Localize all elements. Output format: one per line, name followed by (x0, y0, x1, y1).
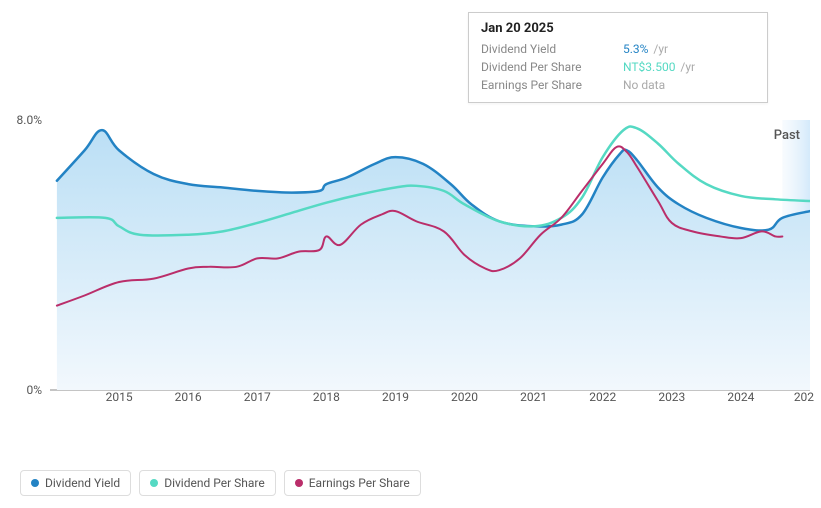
chart-tooltip: Jan 20 2025 Dividend Yield5.3% /yrDivide… (468, 12, 768, 103)
y-tick-label: 8.0% (17, 113, 42, 127)
x-tick-label: 2016 (175, 390, 202, 404)
tooltip-title: Jan 20 2025 (481, 21, 755, 36)
tooltip-row-value: 5.3% /yr (623, 40, 668, 58)
chart-legend: Dividend Yield Dividend Per Share Earnings… (20, 470, 421, 496)
x-tick-label: 2023 (658, 390, 685, 404)
legend-item[interactable]: Dividend Yield (20, 470, 131, 496)
legend-dot (31, 479, 39, 487)
tooltip-row-value: NT$3.500 /yr (623, 58, 695, 76)
x-tick-label: 2015 (106, 390, 133, 404)
legend-label: Dividend Yield (45, 476, 120, 490)
past-label: Past (774, 128, 800, 143)
tooltip-rows: Dividend Yield5.3% /yrDividend Per Share… (481, 40, 755, 94)
y-tick-label: 0% (26, 383, 42, 397)
tooltip-row: Earnings Per Share No data (481, 76, 755, 94)
legend-dot (150, 479, 158, 487)
x-tick-label: 2017 (244, 390, 271, 404)
tooltip-row: Dividend Yield 5.3% /yr (481, 40, 755, 58)
x-tick-label-clipped: 202 (794, 390, 814, 404)
legend-label: Dividend Per Share (164, 476, 265, 490)
legend-label: Earnings Per Share (309, 476, 410, 490)
tooltip-row: Dividend Per Share NT$3.500 /yr (481, 58, 755, 76)
x-tick-label: 2018 (313, 390, 340, 404)
x-tick-label: 2020 (451, 390, 478, 404)
legend-item[interactable]: Dividend Per Share (139, 470, 276, 496)
tooltip-row-label: Dividend Yield (481, 40, 601, 58)
tooltip-row-unit: /yr (677, 60, 695, 74)
tooltip-row-value: No data (623, 76, 665, 94)
x-tick-label: 2022 (589, 390, 616, 404)
tooltip-row-unit: /yr (650, 42, 668, 56)
tooltip-row-label: Dividend Per Share (481, 58, 601, 76)
tooltip-row-label: Earnings Per Share (481, 76, 601, 94)
x-tick-label: 2021 (520, 390, 547, 404)
legend-item[interactable]: Earnings Per Share (284, 470, 421, 496)
legend-dot (295, 479, 303, 487)
x-tick-label: 2019 (382, 390, 409, 404)
x-axis-labels: 2015 2016 2017 2018 2019 2020 2021 2022 2023 2024… (50, 390, 810, 410)
x-tick-label: 2024 (727, 390, 754, 404)
